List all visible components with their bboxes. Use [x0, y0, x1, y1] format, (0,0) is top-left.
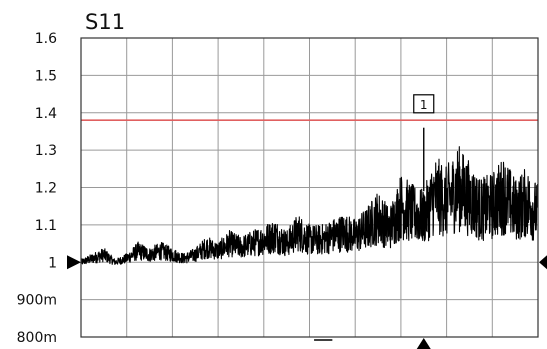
y-tick-label: 1.3	[35, 143, 57, 159]
plot-frame	[80, 37, 539, 338]
y-tick-label: 1	[48, 255, 57, 271]
right-reference-arrow	[539, 255, 547, 270]
bottom-marker-arrow	[416, 338, 431, 349]
y-tick-label: 1.5	[35, 68, 57, 84]
reference-arrows	[67, 255, 547, 349]
y-tick-label: 900m	[17, 293, 57, 309]
chart-title: S11	[85, 10, 125, 34]
trace-line	[80, 146, 539, 265]
y-tick-label: 1.6	[35, 31, 57, 47]
left-reference-arrow	[67, 255, 81, 270]
marker-layer: 1	[413, 94, 435, 192]
y-tick-label: 1.1	[35, 218, 57, 234]
y-tick-label: 1.4	[35, 106, 57, 122]
y-tick-labels: 1.6 1.5 1.4 1.3 1.2 1.1 1 900m 800m	[17, 31, 57, 346]
marker-label: 1	[420, 98, 428, 112]
marker-box	[413, 94, 435, 114]
trace-layer	[80, 146, 539, 265]
y-tick-label: 800m	[17, 330, 57, 346]
y-tick-label: 1.2	[35, 181, 57, 197]
